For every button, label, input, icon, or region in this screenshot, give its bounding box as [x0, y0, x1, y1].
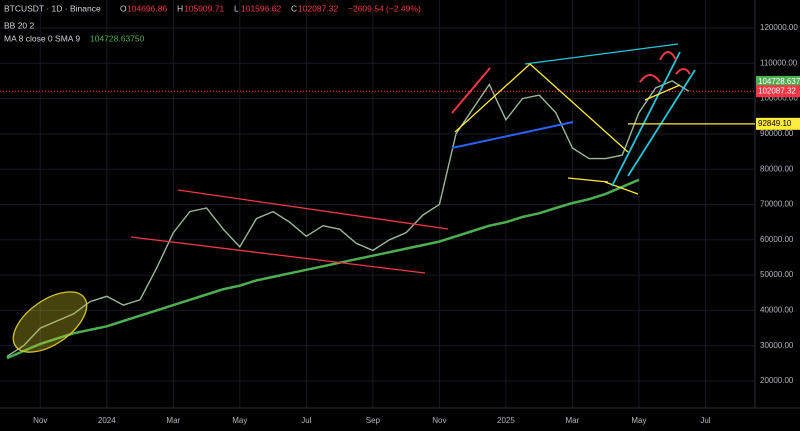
drawings — [12, 43, 696, 353]
plot-area — [0, 0, 755, 408]
trend-line — [627, 69, 696, 177]
x-tick-label: May — [631, 416, 646, 425]
x-tick-label: Jul — [700, 416, 710, 425]
price-label-box — [756, 117, 800, 130]
price-label-box — [756, 85, 800, 98]
trend-line — [451, 67, 491, 114]
y-tick-label: 70000.00 — [760, 200, 794, 209]
ohlc-label: C — [291, 3, 297, 13]
trend-line — [177, 189, 449, 230]
x-tick-label: Mar — [566, 416, 580, 425]
ohlc: O 104696.86 H 105909.71 L 101596.62 C 102087.32… — [120, 3, 421, 13]
price-label: 102087.32 — [758, 86, 796, 95]
x-tick-label: Nov — [432, 416, 446, 425]
y-tick-label: 60000.00 — [760, 235, 794, 244]
x-tick-label: 2025 — [497, 416, 515, 425]
trend-line — [611, 51, 681, 187]
x-tick-label: May — [232, 416, 247, 425]
price-label: 92849.10 — [758, 119, 792, 128]
ohlc-label: H — [177, 3, 183, 13]
trend-line — [130, 236, 426, 274]
indicator-value: 104728.63750 — [90, 33, 145, 43]
series-line — [6, 80, 690, 357]
indicator: MA 8 close 0 SMA 9 — [4, 33, 80, 43]
x-tick-label: Nov — [33, 416, 47, 425]
ohlc-value: 101596.62 — [241, 3, 281, 13]
ohlc-value: 102087.32 — [298, 3, 338, 13]
y-tick-label: 90000.00 — [760, 129, 794, 138]
highlight-ellipse — [12, 291, 88, 353]
y-tick-label: 110000.00 — [760, 58, 798, 67]
y-tick-label: 50000.00 — [760, 270, 794, 279]
trend-line — [529, 63, 629, 153]
y-tick-label: 40000.00 — [760, 306, 794, 315]
price-label-box — [756, 75, 800, 88]
y-tick-label: 20000.00 — [760, 376, 794, 385]
trend-line — [567, 177, 609, 183]
x-tick-label: 2024 — [98, 416, 116, 425]
indicator: BB 20 2 — [4, 20, 35, 30]
trend-line — [644, 84, 681, 101]
change: −2609.54 (−2.49%) — [348, 3, 421, 13]
ohlc-value: 105909.71 — [184, 3, 224, 13]
x-tick-label: Sep — [366, 416, 381, 425]
y-tick-label: 80000.00 — [760, 164, 794, 173]
x-tick-label: Jul — [301, 416, 311, 425]
ohlc-value: 104696.86 — [127, 3, 167, 13]
ohlc-label: O — [120, 3, 127, 13]
trend-line — [451, 121, 574, 149]
x-tick-label: Mar — [166, 416, 180, 425]
trend-line — [604, 181, 639, 195]
ohlc-label: L — [234, 3, 239, 13]
trend-line — [524, 43, 679, 65]
arcs — [639, 51, 691, 83]
y-tick-label: 30000.00 — [760, 341, 794, 350]
y-tick-label: 120000.00 — [760, 23, 798, 32]
trend-line — [454, 63, 531, 133]
price-label: 104728.637 — [758, 77, 800, 86]
y-tick-label: 100000.00 — [760, 94, 798, 103]
series-line — [6, 178, 640, 360]
symbol: BTCUSDT · 1D · Binance — [4, 3, 101, 13]
